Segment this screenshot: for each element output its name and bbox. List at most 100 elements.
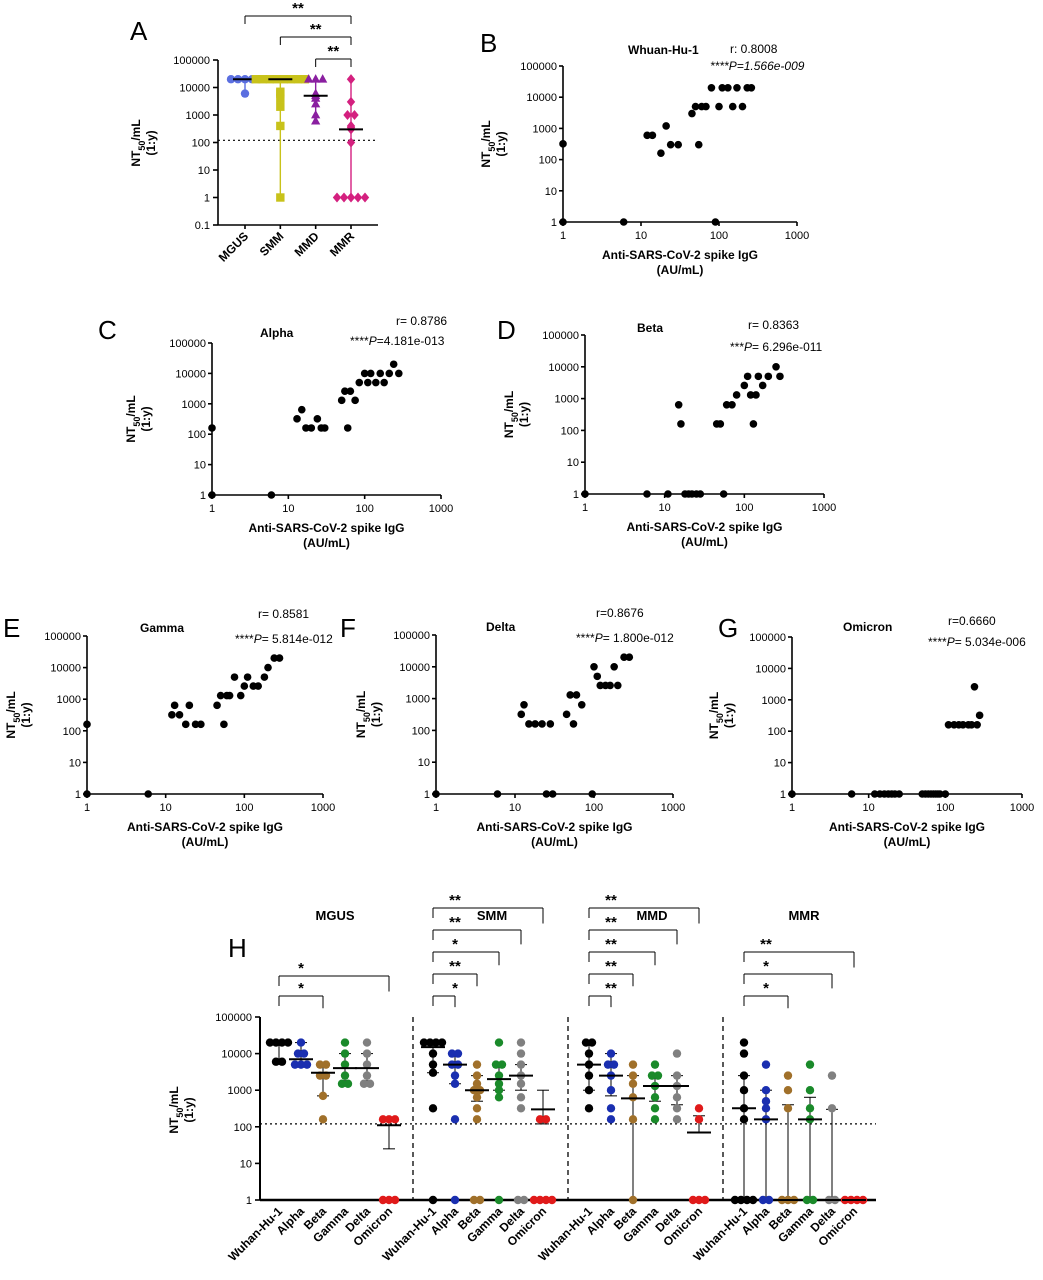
x-tick-label: 1000 (812, 502, 836, 514)
data-point (302, 1060, 312, 1069)
panel-label-E: E (3, 613, 20, 643)
y-label-subscript: 50 (12, 713, 22, 723)
y-label-part: NT (124, 426, 138, 443)
x-axis-label-units: (AU/mL) (303, 536, 350, 550)
data-point (650, 1104, 660, 1113)
data-point (385, 369, 394, 378)
y-axis-label-line1: NT50/mL (124, 395, 142, 442)
significance-label: ** (449, 892, 461, 909)
data-point (450, 1079, 460, 1088)
data-point (343, 109, 352, 121)
data-point (516, 1049, 526, 1058)
x-tick-label: 10 (282, 503, 294, 515)
chart-title: Gamma (140, 621, 184, 635)
data-point (362, 1038, 372, 1047)
data-point (542, 790, 551, 798)
y-label-part: NT (167, 1117, 181, 1134)
x-tick-label: 1 (560, 230, 566, 242)
x-axis-label: Anti-SARS-CoV-2 spike IgG (476, 820, 632, 834)
data-point (516, 1093, 526, 1102)
data-point (749, 420, 758, 428)
data-point (728, 102, 737, 111)
y-tick-label: 100000 (173, 55, 210, 67)
data-point (722, 400, 731, 409)
data-point (475, 1195, 485, 1205)
data-point (311, 116, 321, 125)
y-tick-label: 10 (567, 457, 579, 469)
data-point (584, 1104, 594, 1113)
group-MMD: MMD**********Wuhan-Hu-1AlphaBetaGammaDel… (535, 892, 711, 1264)
data-point (428, 1049, 438, 1058)
p-value-p: P (254, 632, 262, 646)
y-axis-label-line2: (1:y) (517, 402, 531, 427)
data-point (494, 1093, 504, 1102)
y-axis-label: NT50/mL(1:y) (354, 691, 383, 738)
data-point (967, 720, 976, 729)
significance-label: ** (310, 21, 322, 38)
data-point (747, 84, 756, 92)
data-point (355, 378, 364, 387)
data-point (748, 1195, 758, 1205)
significance-label: ** (605, 892, 617, 909)
data-point (321, 1060, 331, 1069)
data-point (628, 1071, 638, 1080)
group-SMM: SMM********Wuhan-Hu-1AlphaBetaGammaDelta… (379, 892, 557, 1264)
data-point (299, 1049, 309, 1058)
data-point (739, 1115, 749, 1124)
y-tick-label: 10 (240, 1158, 252, 1170)
data-point (364, 378, 372, 387)
data-point (718, 84, 727, 92)
data-point (341, 387, 349, 395)
significance-label: ** (449, 958, 461, 975)
data-point (340, 1049, 350, 1058)
y-axis-label-line1: NT50/mL (354, 691, 372, 738)
data-point (243, 673, 252, 681)
data-point (372, 378, 380, 387)
data-point (719, 490, 728, 498)
y-tick-label: 0.1 (195, 220, 210, 232)
data-point (742, 1195, 752, 1205)
y-tick-label: 100000 (169, 338, 206, 350)
y-axis-label-line1: NT50/mL (479, 120, 497, 167)
data-point (300, 75, 310, 84)
data-point (944, 720, 953, 729)
data-point (628, 1079, 638, 1088)
correlation-r: r: 0.8008 (730, 42, 778, 56)
data-point (428, 1068, 438, 1077)
data-point (431, 1038, 441, 1047)
panel-label-B: B (480, 28, 497, 58)
y-tick-label: 100000 (393, 630, 430, 642)
y-label-part: /mL (4, 691, 18, 712)
data-point (297, 405, 306, 414)
y-tick-label: 10000 (50, 663, 81, 675)
data-point (453, 1049, 463, 1058)
data-point (764, 1195, 774, 1205)
data-point (758, 381, 767, 390)
data-point (494, 1071, 504, 1080)
x-tick-label: SMM (257, 229, 287, 259)
data-point (491, 1060, 501, 1069)
data-point (516, 1060, 526, 1069)
data-point (805, 1104, 815, 1113)
data-point (432, 790, 440, 798)
data-point (541, 1115, 551, 1124)
y-tick-label: 10000 (399, 662, 430, 674)
data-point (672, 1093, 682, 1102)
data-point (277, 1057, 287, 1066)
p-value-number: =1.566e-009 (737, 59, 805, 73)
data-point (529, 1195, 539, 1205)
data-point (313, 415, 322, 423)
data-point (761, 1086, 771, 1095)
data-point (758, 1195, 768, 1205)
p-value-p: P (729, 59, 737, 73)
y-tick-label: 1000 (533, 123, 557, 135)
y-tick-label: 10 (69, 757, 81, 769)
data-point (494, 1038, 504, 1047)
data-point (546, 720, 555, 728)
data-point (783, 1071, 793, 1080)
data-point (783, 1086, 793, 1095)
data-point (311, 99, 321, 108)
data-point (181, 720, 190, 729)
p-value: ***P= 6.296e-011 (730, 340, 823, 354)
x-axis-label-units: (AU/mL) (884, 835, 931, 849)
